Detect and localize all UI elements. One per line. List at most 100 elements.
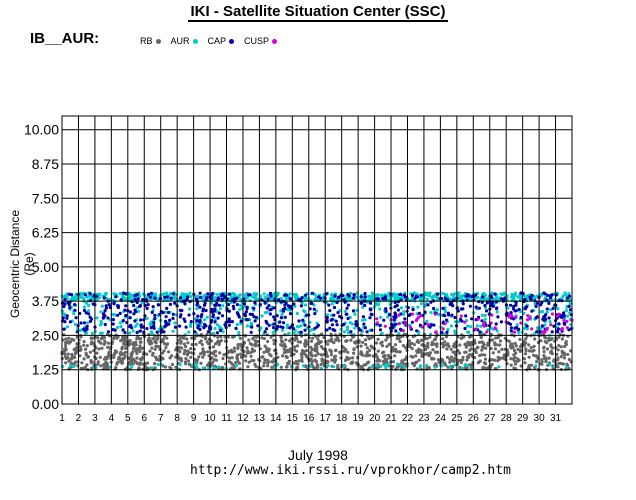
data-point-aur (254, 293, 258, 297)
data-point-cap (200, 313, 204, 317)
data-point-cap (178, 308, 182, 312)
data-point-cap (495, 306, 499, 310)
data-point-rb (329, 337, 334, 341)
data-point-cap (184, 325, 188, 329)
data-point-cusp (508, 313, 512, 317)
data-point-cap (560, 299, 564, 303)
data-point-cap (335, 323, 339, 327)
data-point-cap (102, 316, 106, 320)
data-point-rb (266, 364, 270, 368)
x-tick-label: 16 (303, 413, 315, 424)
data-point-rb (72, 355, 76, 359)
data-point-cap (122, 291, 126, 295)
data-point-rb (289, 347, 293, 351)
data-point-rb (542, 354, 546, 358)
data-point-cap (237, 315, 241, 319)
data-point-rb (354, 341, 358, 345)
data-point-cap (223, 323, 227, 327)
data-point-cap (489, 294, 493, 298)
data-point-rb (262, 350, 266, 354)
data-point-rb (400, 359, 404, 363)
data-point-rb (235, 356, 239, 360)
data-point-cap (304, 293, 308, 297)
data-point-cap (138, 329, 143, 333)
data-point-rb (185, 337, 189, 341)
data-point-cusp (528, 316, 532, 320)
data-point-cap (264, 327, 269, 331)
data-point-rb (332, 358, 336, 362)
data-point-rb (387, 356, 391, 360)
data-point-rb (135, 348, 139, 352)
legend: RB AUR CAP CUSP (140, 36, 278, 46)
data-point-rb (539, 362, 543, 366)
data-point-cap (368, 307, 372, 311)
data-point-rb (282, 351, 286, 355)
data-point-cap (70, 293, 74, 297)
data-point-rb (121, 357, 125, 361)
data-point-rb (557, 344, 561, 348)
data-point-rb (104, 362, 108, 366)
data-point-rb (465, 358, 469, 362)
data-point-rb (498, 343, 502, 347)
data-point-rb (297, 359, 301, 363)
data-point-cap (187, 313, 191, 317)
data-point-cap (124, 313, 128, 318)
data-point-rb (252, 349, 257, 353)
data-point-rb (189, 351, 193, 355)
data-point-rb (363, 338, 368, 342)
data-point-cap (83, 329, 87, 333)
data-point-aur (515, 323, 519, 327)
data-point-aur (285, 326, 289, 330)
data-point-aur (90, 331, 94, 335)
data-point-rb (432, 342, 437, 346)
data-point-cap (267, 323, 271, 327)
data-point-rb (283, 333, 287, 337)
data-point-cap (215, 301, 219, 306)
data-point-rb (535, 360, 539, 364)
data-point-cusp (405, 323, 409, 327)
data-point-rb (115, 360, 120, 364)
data-point-rb (524, 347, 528, 351)
data-point-rb (228, 356, 232, 360)
data-point-rb (138, 349, 142, 354)
data-point-cusp (485, 330, 489, 334)
data-point-rb (64, 337, 68, 341)
x-tick-label: 24 (435, 413, 447, 424)
data-point-aur (173, 321, 177, 325)
legend-label-rb: RB (140, 36, 153, 46)
data-point-aur (533, 296, 537, 300)
data-point-aur (453, 292, 458, 296)
data-point-aur (245, 324, 249, 328)
data-point-rb (78, 345, 82, 349)
legend-dot-rb (155, 38, 161, 44)
data-point-aur (339, 327, 343, 331)
data-point-cap (135, 330, 139, 335)
data-point-rb (270, 365, 274, 369)
data-point-cusp (565, 326, 570, 330)
data-point-rb (428, 351, 432, 355)
data-point-cap (121, 328, 125, 332)
data-point-rb (279, 335, 283, 339)
data-point-aur (549, 308, 553, 312)
data-point-cap (267, 304, 271, 308)
data-point-cap (327, 303, 331, 307)
data-point-rb (82, 340, 86, 344)
data-point-rb (326, 342, 330, 346)
data-point-rb (262, 364, 266, 368)
data-point-rb (474, 350, 478, 355)
data-point-rb (292, 352, 296, 356)
data-point-rb (269, 354, 273, 358)
data-point-aur (279, 309, 283, 313)
data-point-rb (482, 361, 487, 365)
data-point-rb (407, 339, 411, 343)
data-point-rb (66, 352, 70, 356)
data-point-cap (359, 295, 363, 299)
data-point-cap (440, 330, 444, 334)
legend-dot-cap (229, 38, 235, 44)
data-point-cap (551, 306, 555, 311)
data-point-rb (102, 335, 106, 340)
data-point-rb (86, 355, 90, 359)
data-point-rb (209, 339, 213, 343)
data-point-rb (479, 335, 483, 339)
data-point-cap (227, 323, 231, 327)
